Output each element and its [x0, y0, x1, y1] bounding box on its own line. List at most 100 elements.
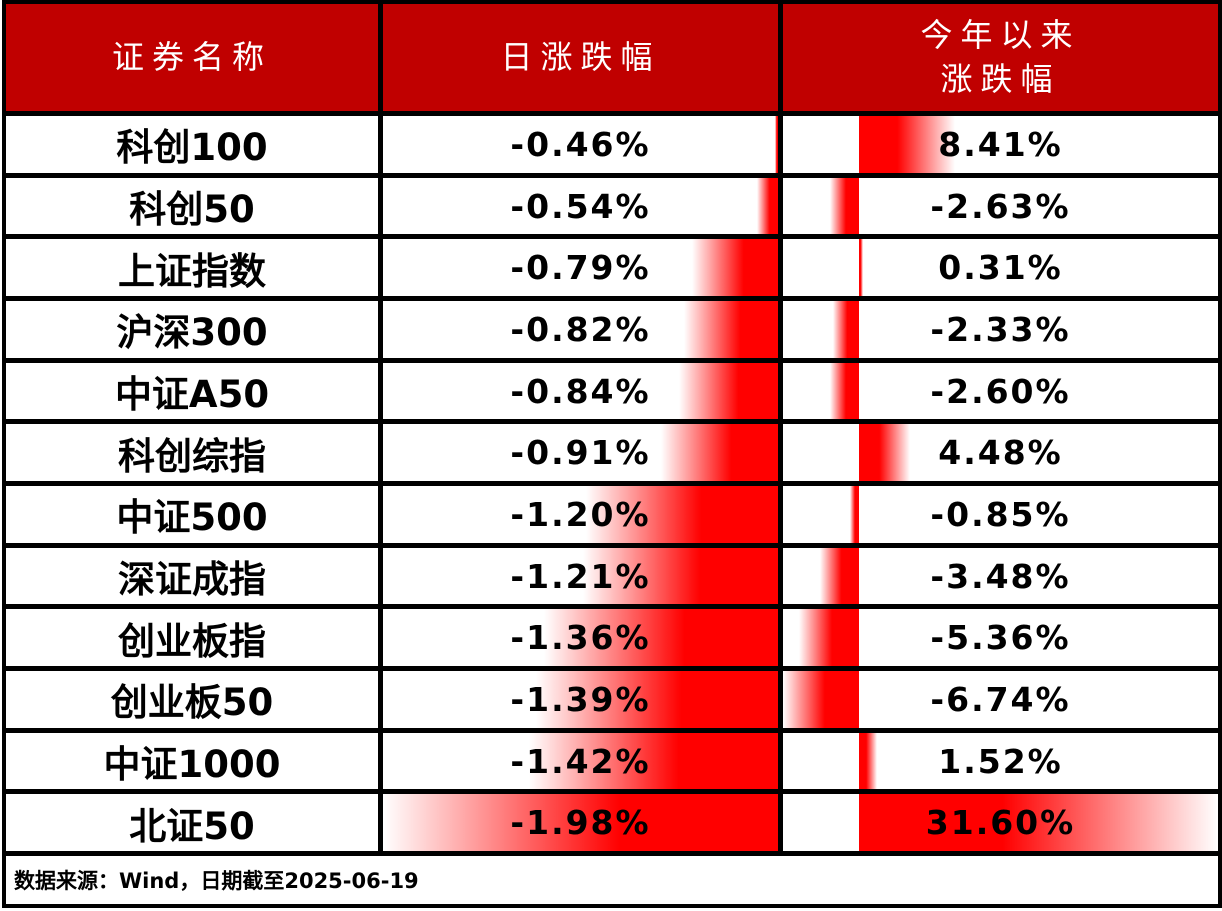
ytd-change-databar	[798, 609, 860, 667]
security-name-cell: 深证成指	[6, 547, 383, 605]
ytd-change-databar	[849, 486, 860, 543]
table-row: 中证A50 -0.84% -2.60%	[6, 362, 1218, 425]
daily-change-databar	[684, 301, 778, 358]
ytd-change-value: -2.33%	[930, 309, 1071, 349]
table-row: 中证1000 -1.42% 1.52%	[6, 732, 1218, 795]
daily-change-cell: -0.91%	[383, 424, 783, 482]
header-cell-security-name: 证券名称	[6, 4, 383, 111]
ytd-change-cell: -5.36%	[783, 609, 1218, 667]
table-row: 科创50 -0.54% -2.63%	[6, 177, 1218, 240]
ytd-change-cell: 4.48%	[783, 424, 1218, 482]
ytd-change-databar	[859, 116, 955, 173]
ytd-change-cell: -2.63%	[783, 177, 1218, 235]
daily-change-cell: -1.39%	[383, 671, 783, 728]
ytd-change-value: 1.52%	[938, 741, 1063, 781]
security-name: 上证指数	[118, 249, 266, 293]
daily-change-value: -0.82%	[510, 309, 651, 349]
daily-change-value: -0.79%	[510, 248, 651, 288]
ytd-change-value: 8.41%	[938, 124, 1063, 164]
daily-change-value: -1.98%	[510, 803, 651, 843]
table-row: 沪深300 -0.82% -2.33%	[6, 301, 1218, 363]
daily-change-databar	[757, 177, 778, 235]
daily-change-databar	[536, 671, 778, 728]
ytd-change-databar	[783, 671, 860, 728]
daily-change-databar	[583, 547, 778, 605]
ytd-change-databar	[859, 239, 863, 297]
security-name-cell: 科创100	[6, 116, 383, 173]
security-name: 北证50	[129, 804, 255, 848]
daily-change-databar	[692, 239, 778, 297]
daily-change-databar	[661, 424, 778, 482]
ytd-change-databar	[819, 547, 860, 605]
table-body: 科创100 -0.46% 8.41% 科创50 -0.54% -2.63% 上证…	[6, 116, 1218, 852]
security-name-cell: 创业板50	[6, 671, 383, 728]
ytd-change-databar	[859, 424, 911, 482]
ytd-change-cell: -2.60%	[783, 362, 1218, 420]
daily-change-value: -1.20%	[510, 494, 651, 534]
ytd-change-value: -0.85%	[930, 494, 1071, 534]
header-cell-daily-change: 日涨跌幅	[383, 4, 783, 111]
header-label-ytd-change-line1: 今年以来	[920, 16, 1081, 55]
security-name: 沪深300	[116, 311, 268, 355]
security-name-cell: 中证1000	[6, 732, 383, 790]
ytd-change-value: -5.36%	[930, 618, 1071, 658]
ytd-change-databar	[833, 301, 860, 358]
ytd-change-cell: -0.85%	[783, 486, 1218, 543]
daily-change-value: -0.54%	[510, 186, 651, 226]
ytd-change-cell: -2.33%	[783, 301, 1218, 358]
daily-change-databar	[679, 362, 778, 420]
security-name: 创业板指	[118, 619, 266, 663]
security-name-cell: 中证500	[6, 486, 383, 543]
ytd-change-value: 0.31%	[938, 248, 1063, 288]
ytd-change-value: 31.60%	[925, 803, 1076, 843]
security-name: 科创综指	[118, 434, 266, 478]
daily-change-value: -1.39%	[510, 679, 651, 719]
ytd-change-value: -2.63%	[930, 186, 1071, 226]
ytd-change-databar	[829, 362, 860, 420]
ytd-change-cell: 8.41%	[783, 116, 1218, 173]
table-row: 科创100 -0.46% 8.41%	[6, 116, 1218, 178]
security-name-cell: 北证50	[6, 794, 383, 852]
ytd-change-cell: 31.60%	[783, 794, 1218, 852]
daily-change-cell: -0.82%	[383, 301, 783, 358]
table-row: 创业板指 -1.36% -5.36%	[6, 609, 1218, 672]
ytd-change-value: -2.60%	[930, 371, 1071, 411]
header-cell-ytd-change: 今年以来 涨跌幅	[783, 4, 1218, 111]
ytd-change-cell: -6.74%	[783, 671, 1218, 728]
daily-change-value: -1.42%	[510, 741, 651, 781]
ytd-change-value: -6.74%	[930, 679, 1071, 719]
security-name: 深证成指	[118, 558, 266, 602]
ytd-change-cell: 1.52%	[783, 732, 1218, 790]
security-name: 科创50	[129, 188, 255, 231]
table-row: 创业板50 -1.39% -6.74%	[6, 671, 1218, 733]
data-source-note: 数据来源：Wind，日期截至2025-06-19	[14, 869, 419, 893]
daily-change-value: -0.91%	[510, 433, 651, 473]
security-name: 中证1000	[103, 743, 281, 787]
security-name-cell: 创业板指	[6, 609, 383, 667]
daily-change-value: -0.46%	[510, 124, 651, 164]
security-name: 创业板50	[110, 681, 274, 725]
daily-change-cell: -0.54%	[383, 177, 783, 235]
table-row: 深证成指 -1.21% -3.48%	[6, 547, 1218, 610]
ytd-change-value: 4.48%	[938, 433, 1063, 473]
table-row: 上证指数 -0.79% 0.31%	[6, 239, 1218, 302]
daily-change-cell: -1.21%	[383, 547, 783, 605]
ytd-change-cell: 0.31%	[783, 239, 1218, 297]
header-label-daily-change: 日涨跌幅	[500, 37, 661, 76]
ytd-change-databar	[829, 177, 860, 235]
security-name-cell: 中证A50	[6, 362, 383, 420]
security-name: 中证500	[116, 496, 268, 540]
daily-change-databar	[528, 732, 778, 790]
daily-change-cell: -0.46%	[383, 116, 783, 173]
security-name-cell: 科创综指	[6, 424, 383, 482]
daily-change-cell: -0.79%	[383, 239, 783, 297]
table-footer: 数据来源：Wind，日期截至2025-06-19	[6, 851, 1218, 904]
daily-change-value: -0.84%	[510, 371, 651, 411]
daily-change-cell: -1.36%	[383, 609, 783, 667]
ytd-change-databar	[859, 794, 1218, 852]
ytd-change-value: -3.48%	[930, 556, 1071, 596]
daily-change-cell: -1.20%	[383, 486, 783, 543]
daily-change-databar	[544, 609, 778, 667]
header-label-security-name: 证券名称	[111, 37, 272, 76]
